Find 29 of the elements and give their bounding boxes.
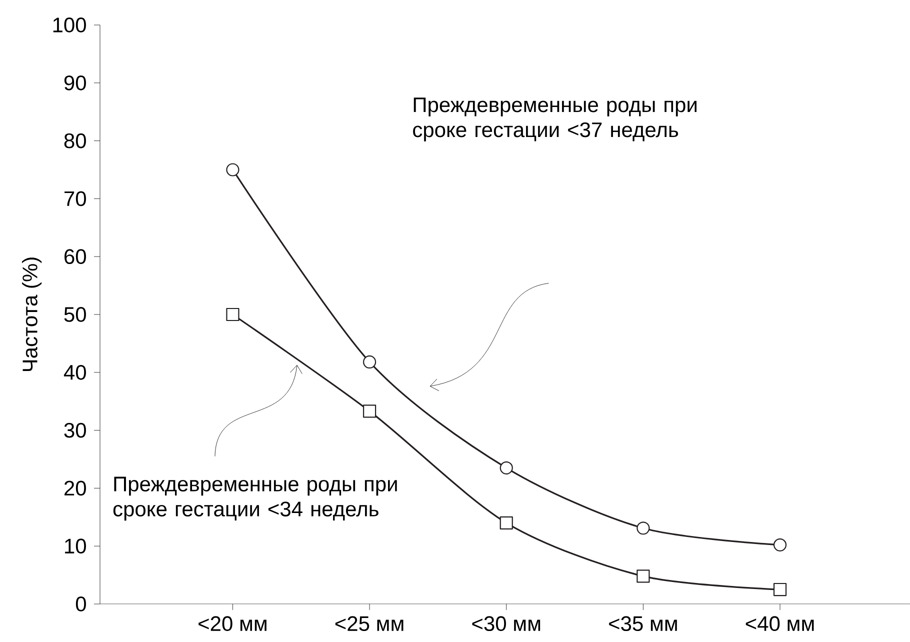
- point: [226, 163, 240, 176]
- y-tick-label: 90: [64, 75, 86, 90]
- y-tick-label: 80: [64, 133, 86, 148]
- point: [636, 522, 650, 535]
- x-tick-label: <35 мм: [609, 616, 677, 632]
- y-tick-label: 70: [64, 191, 86, 206]
- x-tick-label: <20 мм: [198, 616, 266, 632]
- point: [363, 355, 376, 369]
- x-tick-label: <30 мм: [472, 616, 540, 632]
- x-tick-label: <40 мм: [746, 616, 814, 632]
- point: [226, 308, 240, 322]
- x-tick-label: <25 мм: [335, 616, 404, 632]
- y-tick-label: 30: [64, 422, 86, 438]
- y-tick-label: 60: [64, 249, 86, 264]
- point: [636, 570, 650, 583]
- point: [500, 461, 513, 474]
- y-tick-label: 50: [64, 307, 86, 322]
- point: [773, 582, 787, 596]
- point: [500, 516, 513, 530]
- y-tick-label: 40: [64, 364, 86, 380]
- y-tick-label: 20: [64, 480, 86, 496]
- y-tick-label: 0: [76, 596, 86, 612]
- y-tick-label: 10: [65, 538, 86, 554]
- annotation: Преждевременные роды при сроке гестации <37 недель: [413, 98, 696, 142]
- y-axis-title: Частота (%): [22, 258, 42, 372]
- annotation: Преждевременные роды при сроке гестации <34 недель: [113, 476, 397, 521]
- y-tick-label: 100: [53, 18, 86, 32]
- point: [773, 538, 787, 552]
- point: [363, 404, 376, 418]
